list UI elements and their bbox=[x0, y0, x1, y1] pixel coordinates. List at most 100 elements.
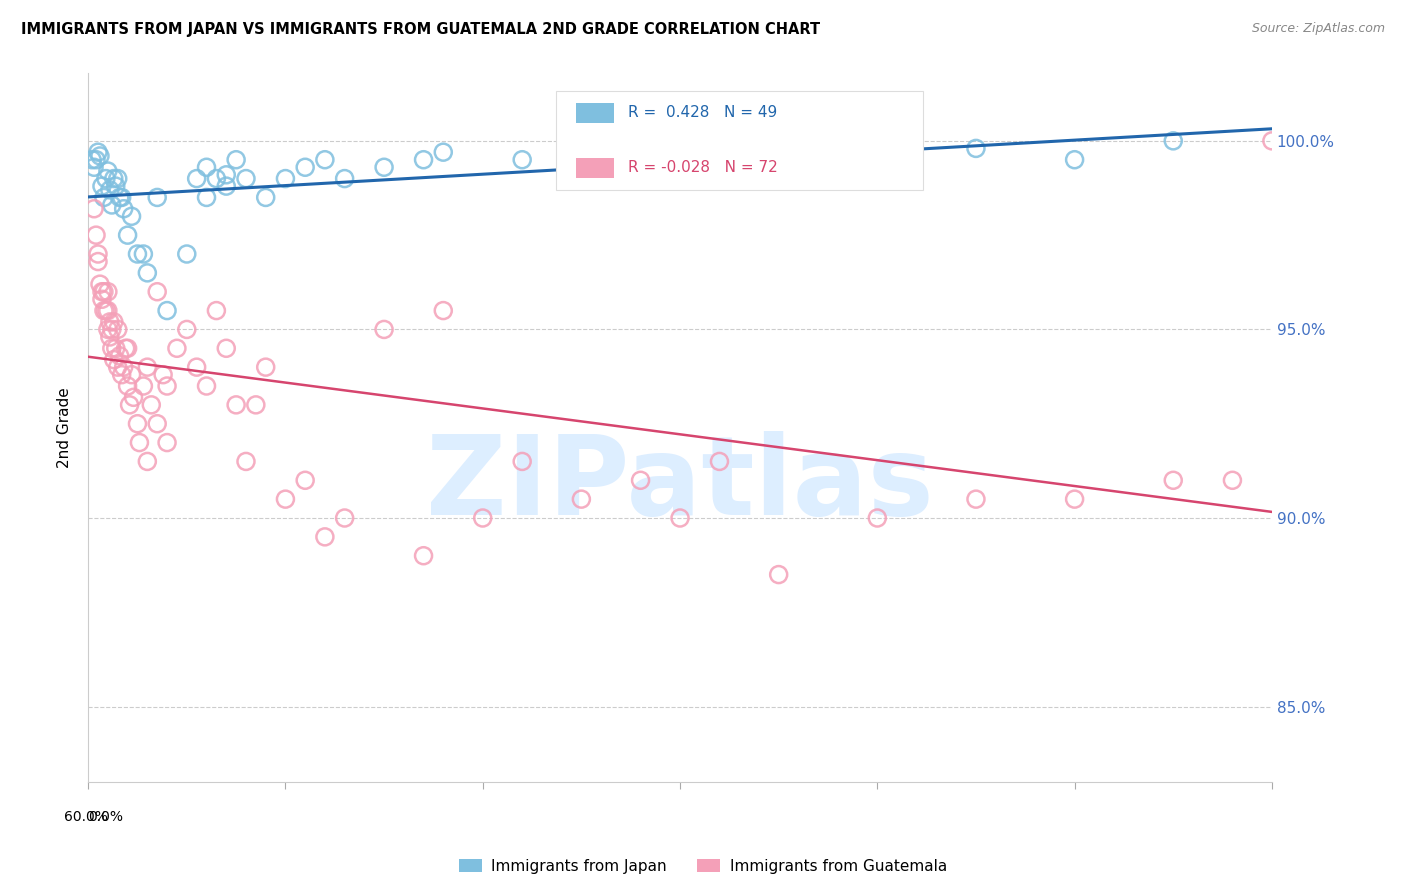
Point bbox=[156, 435, 179, 450]
FancyBboxPatch shape bbox=[576, 158, 614, 178]
Point bbox=[866, 511, 889, 525]
Point bbox=[93, 303, 115, 318]
Text: R = -0.028   N = 72: R = -0.028 N = 72 bbox=[628, 161, 778, 176]
Point bbox=[127, 247, 149, 261]
Point bbox=[103, 352, 125, 367]
Point bbox=[97, 303, 120, 318]
Point bbox=[132, 247, 155, 261]
Point bbox=[965, 492, 987, 507]
Point bbox=[176, 247, 198, 261]
Point bbox=[1161, 473, 1184, 487]
Point bbox=[669, 511, 692, 525]
Point bbox=[146, 285, 169, 299]
Legend: Immigrants from Japan, Immigrants from Guatemala: Immigrants from Japan, Immigrants from G… bbox=[453, 853, 953, 880]
Point bbox=[98, 315, 121, 329]
Point bbox=[101, 198, 124, 212]
Point bbox=[669, 153, 692, 167]
Point bbox=[107, 322, 129, 336]
Point bbox=[83, 202, 105, 216]
Point bbox=[82, 153, 104, 167]
Point bbox=[97, 164, 120, 178]
Point bbox=[101, 322, 124, 336]
Point bbox=[117, 341, 139, 355]
Point bbox=[195, 190, 218, 204]
Point bbox=[412, 549, 434, 563]
Point bbox=[709, 454, 731, 468]
Point bbox=[98, 183, 121, 197]
Point bbox=[136, 454, 159, 468]
Text: Source: ZipAtlas.com: Source: ZipAtlas.com bbox=[1251, 22, 1385, 36]
Text: 60.0%: 60.0% bbox=[65, 810, 108, 824]
Point bbox=[146, 190, 169, 204]
Point bbox=[93, 285, 115, 299]
Point bbox=[245, 398, 267, 412]
Text: R =  0.428   N = 49: R = 0.428 N = 49 bbox=[628, 105, 778, 120]
Point bbox=[965, 141, 987, 155]
Point bbox=[630, 473, 652, 487]
Point bbox=[103, 315, 125, 329]
Point bbox=[235, 171, 257, 186]
Point bbox=[87, 145, 110, 160]
Point bbox=[132, 379, 155, 393]
Point bbox=[156, 379, 179, 393]
Point bbox=[471, 511, 494, 525]
Point bbox=[768, 567, 790, 582]
Point bbox=[166, 341, 188, 355]
Point bbox=[114, 341, 136, 355]
Point bbox=[215, 168, 238, 182]
Point bbox=[432, 145, 454, 160]
Point bbox=[294, 473, 316, 487]
Point bbox=[195, 379, 218, 393]
Point bbox=[1261, 134, 1284, 148]
Point bbox=[274, 492, 297, 507]
FancyBboxPatch shape bbox=[555, 91, 922, 190]
Y-axis label: 2nd Grade: 2nd Grade bbox=[58, 387, 72, 468]
Point bbox=[87, 254, 110, 268]
Text: 0.0%: 0.0% bbox=[89, 810, 124, 824]
Point bbox=[254, 190, 277, 204]
Point bbox=[136, 360, 159, 375]
Point bbox=[768, 145, 790, 160]
Point bbox=[373, 161, 395, 175]
Point bbox=[103, 171, 125, 186]
Point bbox=[108, 349, 131, 363]
Point bbox=[89, 277, 111, 292]
Point bbox=[94, 171, 117, 186]
Point bbox=[87, 247, 110, 261]
Point bbox=[93, 190, 115, 204]
Point bbox=[83, 161, 105, 175]
Point bbox=[84, 228, 107, 243]
Point bbox=[333, 511, 356, 525]
Point bbox=[314, 153, 336, 167]
Point bbox=[186, 171, 208, 186]
Point bbox=[107, 360, 129, 375]
Point bbox=[97, 285, 120, 299]
Point bbox=[117, 228, 139, 243]
Point bbox=[111, 368, 134, 382]
Point bbox=[186, 360, 208, 375]
Point bbox=[91, 292, 114, 306]
Point bbox=[98, 330, 121, 344]
Point bbox=[1063, 153, 1085, 167]
Point bbox=[152, 368, 174, 382]
Point bbox=[215, 179, 238, 194]
Point bbox=[146, 417, 169, 431]
Point bbox=[176, 322, 198, 336]
Point bbox=[432, 303, 454, 318]
Point bbox=[97, 322, 120, 336]
Point bbox=[112, 202, 135, 216]
Point bbox=[121, 209, 143, 223]
Point bbox=[333, 171, 356, 186]
Point bbox=[112, 360, 135, 375]
FancyBboxPatch shape bbox=[576, 103, 614, 122]
Point bbox=[128, 435, 150, 450]
Point bbox=[122, 390, 145, 404]
Point bbox=[373, 322, 395, 336]
Point bbox=[84, 153, 107, 167]
Point bbox=[1222, 473, 1244, 487]
Point bbox=[89, 149, 111, 163]
Point bbox=[108, 190, 131, 204]
Point bbox=[205, 303, 228, 318]
Text: IMMIGRANTS FROM JAPAN VS IMMIGRANTS FROM GUATEMALA 2ND GRADE CORRELATION CHART: IMMIGRANTS FROM JAPAN VS IMMIGRANTS FROM… bbox=[21, 22, 820, 37]
Point bbox=[274, 171, 297, 186]
